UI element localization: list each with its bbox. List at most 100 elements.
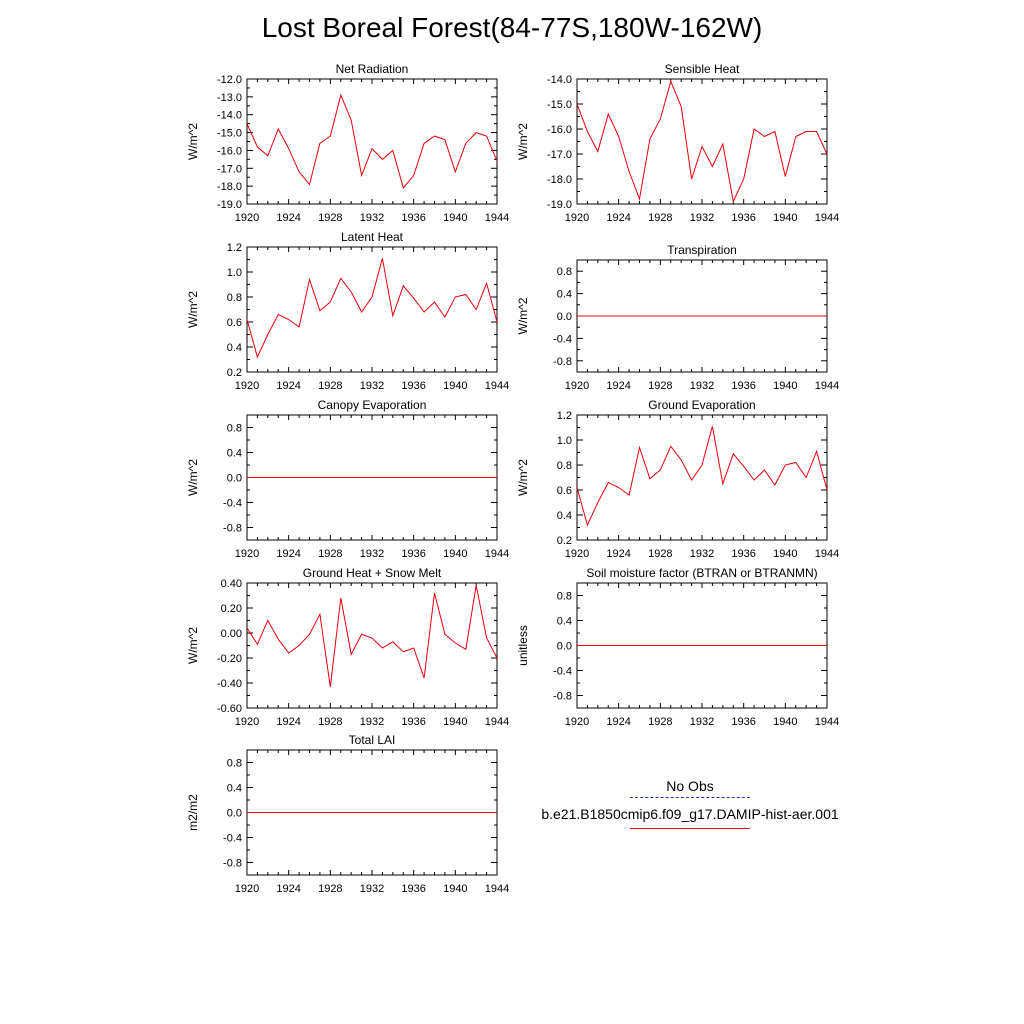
legend: No Obs b.e21.B1850cmip6.f09_g17.DAMIP-hi… [520, 778, 860, 829]
x-tick-label: 1944 [485, 380, 509, 392]
x-tick-label: 1928 [318, 380, 342, 392]
x-tick-label: 1932 [360, 883, 384, 895]
y-tick-label: 0.4 [227, 448, 242, 460]
y-tick-label: -16.0 [547, 124, 572, 136]
x-tick-label: 1940 [443, 380, 467, 392]
x-tick-label: 1920 [235, 716, 259, 728]
y-tick-label: -13.0 [217, 92, 242, 104]
y-tick-label: 0.8 [227, 423, 242, 435]
panel-4: Canopy Evaporation W/m^2 1920 1924 1928 1932 1… [186, 398, 509, 560]
x-tick-label: 1936 [731, 548, 755, 560]
page-title: Lost Boreal Forest(84-77S,180W-162W) [261, 12, 763, 43]
panel-title: Canopy Evaporation [318, 398, 427, 412]
x-tick-label: 1936 [401, 212, 425, 224]
y-tick-label: 1.0 [227, 267, 242, 279]
y-tick-label: -19.0 [217, 199, 242, 211]
y-tick-label: -14.0 [547, 74, 572, 86]
plot-frame [246, 246, 498, 373]
x-tick-label: 1944 [485, 716, 509, 728]
panel-title: Net Radiation [336, 62, 409, 76]
x-tick-label: 1924 [606, 380, 630, 392]
x-tick-label: 1940 [443, 716, 467, 728]
x-tick-label: 1932 [690, 380, 714, 392]
y-tick-label: -0.60 [217, 703, 242, 715]
y-tick-label: 0.8 [557, 591, 572, 603]
x-tick-label: 1936 [401, 380, 425, 392]
legend-run-label: b.e21.B1850cmip6.f09_g17.DAMIP-hist-aer.… [541, 806, 839, 822]
legend-obs-swatch [630, 797, 750, 798]
x-tick-label: 1924 [606, 548, 630, 560]
y-tick-label: 0.8 [557, 266, 572, 278]
panel-title: Total LAI [349, 733, 396, 747]
x-tick-label: 1932 [360, 212, 384, 224]
x-tick-label: 1940 [773, 548, 797, 560]
y-axis-label: m2/m2 [186, 794, 200, 831]
x-tick-label: 1932 [360, 716, 384, 728]
x-tick-label: 1924 [276, 212, 300, 224]
panel-title: Transpiration [667, 243, 737, 257]
y-tick-label: -0.8 [553, 691, 572, 703]
y-tick-label: -0.4 [553, 333, 572, 345]
y-tick-label: -0.40 [217, 678, 242, 690]
y-tick-label: 0.4 [227, 342, 242, 354]
y-axis-label: W/m^2 [186, 291, 200, 328]
legend-run-swatch [630, 828, 750, 829]
y-tick-label: 0.2 [557, 535, 572, 547]
y-tick-label: -18.0 [547, 174, 572, 186]
y-tick-label: -0.4 [553, 666, 572, 678]
x-tick-label: 1944 [815, 380, 839, 392]
panel-title: Ground Evaporation [648, 398, 755, 412]
y-tick-label: -16.0 [217, 145, 242, 157]
x-tick-label: 1920 [565, 548, 589, 560]
panel-title: Ground Heat + Snow Melt [303, 566, 442, 580]
x-tick-label: 1924 [276, 883, 300, 895]
x-tick-label: 1932 [690, 212, 714, 224]
x-tick-label: 1940 [773, 212, 797, 224]
x-tick-label: 1928 [648, 548, 672, 560]
y-tick-label: -0.8 [223, 523, 242, 535]
y-tick-label: -0.8 [223, 858, 242, 870]
x-tick-label: 1936 [401, 883, 425, 895]
panel-title: Sensible Heat [665, 62, 740, 76]
x-tick-label: 1928 [318, 548, 342, 560]
x-tick-label: 1920 [235, 380, 259, 392]
x-tick-label: 1944 [815, 548, 839, 560]
y-axis-label: W/m^2 [516, 459, 530, 496]
panel-5: Ground Evaporation W/m^2 1920 1924 1928 1932 1… [516, 398, 839, 560]
y-axis-label: W/m^2 [516, 297, 530, 334]
x-tick-label: 1944 [485, 883, 509, 895]
panel-3: Transpiration W/m^2 1920 1924 1928 1932 1936 19… [516, 243, 839, 392]
y-tick-label: 0.4 [557, 289, 572, 301]
x-tick-label: 1928 [318, 212, 342, 224]
y-tick-label: 0.8 [557, 460, 572, 472]
x-tick-label: 1936 [401, 716, 425, 728]
x-tick-label: 1940 [773, 380, 797, 392]
x-tick-label: 1944 [485, 212, 509, 224]
x-tick-label: 1944 [485, 548, 509, 560]
panel-title: Latent Heat [341, 230, 404, 244]
series-line [576, 426, 828, 527]
y-tick-label: -15.0 [547, 99, 572, 111]
x-tick-label: 1928 [318, 883, 342, 895]
x-tick-label: 1924 [276, 380, 300, 392]
y-axis-label: unitless [516, 625, 530, 666]
x-tick-label: 1924 [606, 212, 630, 224]
y-tick-label: -0.4 [223, 833, 242, 845]
x-tick-label: 1944 [815, 716, 839, 728]
y-tick-label: 0.0 [227, 473, 242, 485]
y-tick-label: 1.2 [227, 242, 242, 254]
y-axis-label: W/m^2 [186, 459, 200, 496]
x-tick-label: 1928 [648, 380, 672, 392]
x-tick-label: 1928 [318, 716, 342, 728]
y-axis-label: W/m^2 [186, 123, 200, 160]
y-tick-label: 1.2 [557, 410, 572, 422]
x-tick-label: 1920 [565, 380, 589, 392]
x-tick-label: 1932 [360, 548, 384, 560]
x-tick-label: 1924 [276, 716, 300, 728]
x-tick-label: 1928 [648, 212, 672, 224]
x-tick-label: 1932 [360, 380, 384, 392]
plot-frame [576, 78, 828, 205]
y-tick-label: -17.0 [217, 163, 242, 175]
series-line [246, 585, 498, 687]
x-tick-label: 1920 [235, 883, 259, 895]
